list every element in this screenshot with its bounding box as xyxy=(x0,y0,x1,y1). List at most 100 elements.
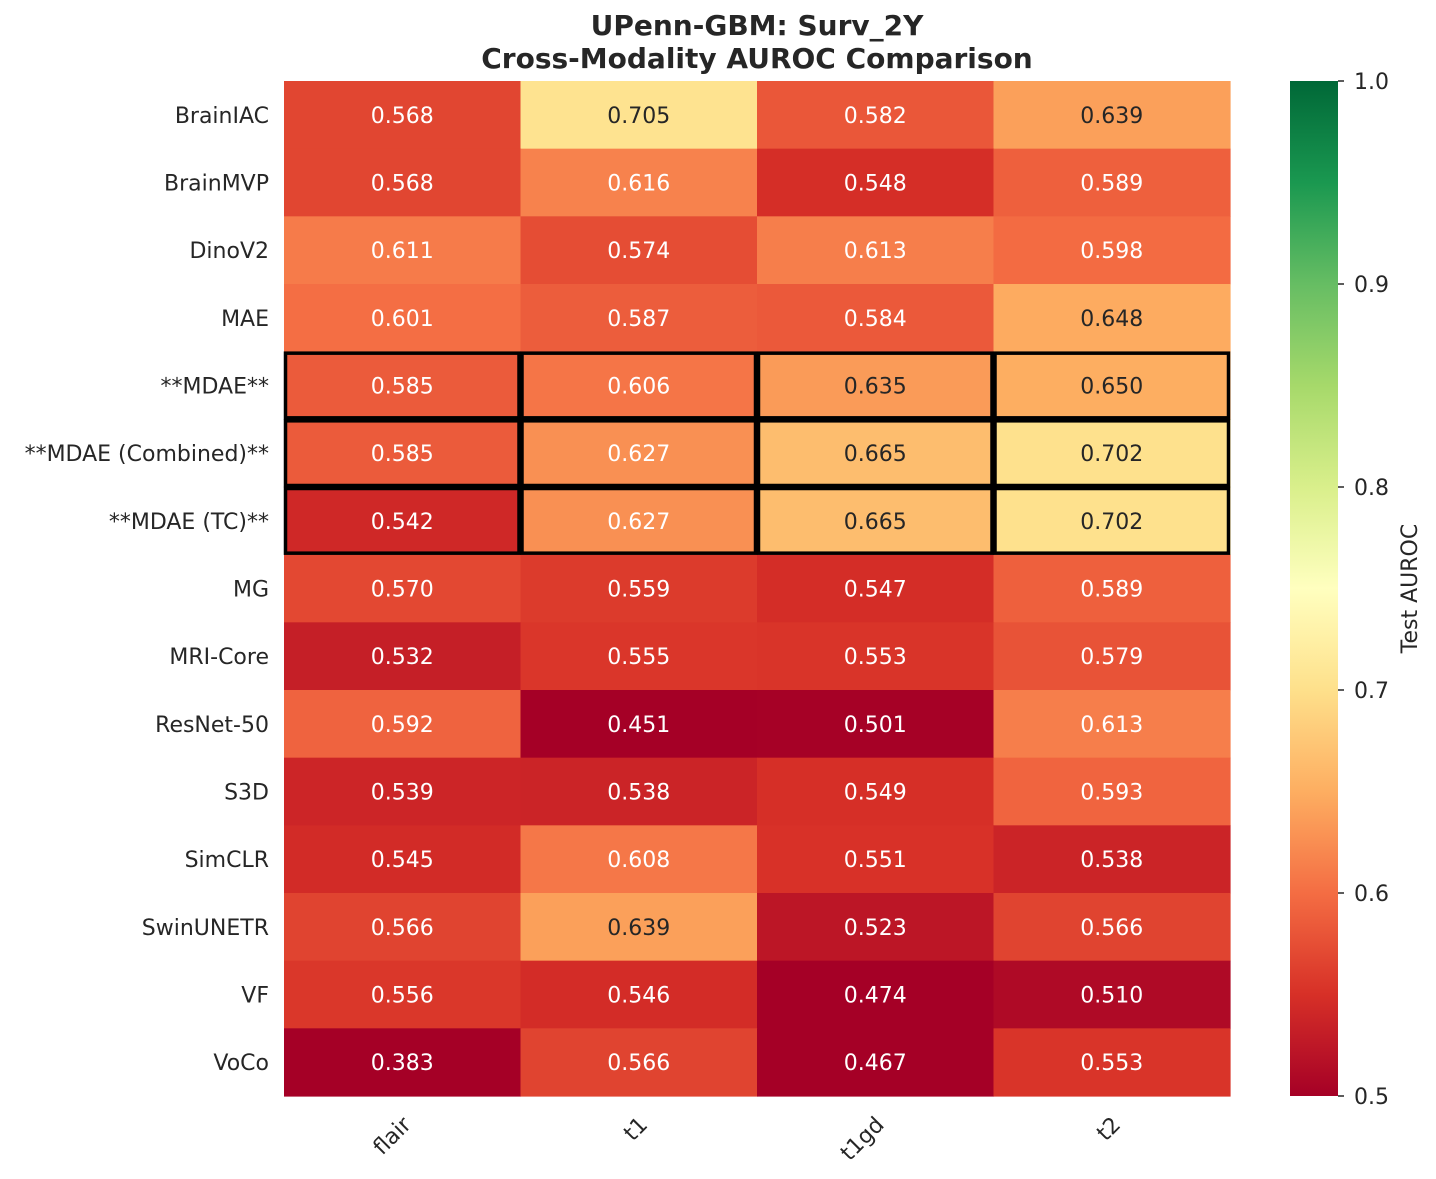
heatmap-cell xyxy=(520,351,758,420)
heatmap-cell xyxy=(757,216,995,285)
cell-value-label: 0.559 xyxy=(607,578,670,603)
cell-value-label: 0.601 xyxy=(371,307,434,332)
row-label: MRI-Core xyxy=(169,645,269,670)
row-label: MG xyxy=(233,578,269,603)
highlight-border xyxy=(993,419,1231,488)
colorbar-tick-label: 0.9 xyxy=(1354,273,1389,298)
colorbar-tick-label: 0.7 xyxy=(1354,679,1389,704)
cell-value-label: 0.608 xyxy=(607,848,670,873)
cell-value-label: 0.566 xyxy=(607,1051,670,1076)
heatmap-cell xyxy=(284,893,522,962)
heatmap-cell xyxy=(520,216,758,285)
cell-value-label: 0.568 xyxy=(371,104,434,129)
heatmap-cell xyxy=(993,1028,1231,1097)
cell-value-label: 0.584 xyxy=(844,307,907,332)
highlight-border xyxy=(283,486,521,555)
heatmap-cell xyxy=(757,825,995,894)
heatmap-cell xyxy=(520,960,758,1029)
cell-value-label: 0.635 xyxy=(844,375,907,400)
heatmap-cell xyxy=(993,216,1231,285)
highlight-border xyxy=(993,486,1231,555)
cell-value-label: 0.568 xyxy=(371,172,434,197)
colorbar-tick-label: 0.5 xyxy=(1354,1085,1389,1110)
heatmap-cell xyxy=(993,351,1231,420)
cell-value-label: 0.547 xyxy=(844,578,907,603)
cell-value-label: 0.548 xyxy=(844,172,907,197)
row-label: **MDAE** xyxy=(161,375,270,400)
heatmap-cell xyxy=(520,622,758,691)
column-label: t1 xyxy=(619,1113,653,1147)
heatmap-cell xyxy=(520,148,758,217)
heatmap-cell xyxy=(520,419,758,488)
row-label: BrainMVP xyxy=(164,172,269,197)
cell-value-label: 0.702 xyxy=(1080,510,1143,535)
cell-value-label: 0.539 xyxy=(371,781,434,806)
heatmap-cell xyxy=(520,554,758,623)
cell-value-label: 0.574 xyxy=(607,239,670,264)
colorbar-tick-label: 0.8 xyxy=(1354,476,1389,501)
chart-title-line-2: Cross-Modality AUROC Comparison xyxy=(481,42,1033,75)
heatmap-cell xyxy=(284,1028,522,1097)
heatmap-cell xyxy=(993,825,1231,894)
cell-value-label: 0.467 xyxy=(844,1051,907,1076)
cell-value-label: 0.627 xyxy=(607,442,670,467)
cell-value-label: 0.616 xyxy=(607,172,670,197)
column-label: t1gd xyxy=(836,1113,889,1166)
heatmap-cell xyxy=(284,148,522,217)
cell-value-label: 0.585 xyxy=(371,442,434,467)
cell-value-label: 0.665 xyxy=(844,442,907,467)
cell-value-label: 0.585 xyxy=(371,375,434,400)
heatmap-cell xyxy=(757,960,995,1029)
colorbar-ticks: 0.5 0.6 0.7 0.8 0.9 1.0 xyxy=(1338,70,1389,1110)
cell-value-label: 0.555 xyxy=(607,645,670,670)
colorbar-tick-label: 1.0 xyxy=(1354,70,1389,95)
cell-value-label: 0.566 xyxy=(1080,916,1143,941)
heatmap-cell xyxy=(993,622,1231,691)
cell-value-label: 0.613 xyxy=(1080,713,1143,738)
heatmap-cell xyxy=(993,148,1231,217)
column-labels: flair t1 t1gd t2 xyxy=(369,1112,1126,1166)
heatmap-cell xyxy=(520,1028,758,1097)
colorbar-tick-label: 0.6 xyxy=(1354,882,1389,907)
heatmap-cell xyxy=(757,554,995,623)
cell-value-label: 0.611 xyxy=(371,239,434,264)
column-label: flair xyxy=(369,1112,417,1160)
row-label: SimCLR xyxy=(185,848,269,873)
heatmap-cell xyxy=(993,284,1231,353)
heatmap-cell xyxy=(520,487,758,556)
cell-value-label: 0.474 xyxy=(844,984,907,1009)
heatmap-cell xyxy=(993,487,1231,556)
row-label: VF xyxy=(241,984,269,1009)
heatmap-cell xyxy=(284,419,522,488)
cell-value-label: 0.648 xyxy=(1080,307,1143,332)
highlight-border xyxy=(756,351,994,420)
row-label: BrainIAC xyxy=(175,104,269,129)
cell-value-label: 0.587 xyxy=(607,307,670,332)
cell-value-label: 0.451 xyxy=(607,713,670,738)
heatmap-cell xyxy=(993,554,1231,623)
heatmap-cell xyxy=(520,825,758,894)
heatmap-cell xyxy=(757,81,995,150)
cell-value-label: 0.579 xyxy=(1080,645,1143,670)
cell-value-label: 0.538 xyxy=(607,781,670,806)
heatmap-cell xyxy=(284,351,522,420)
cell-value-label: 0.705 xyxy=(607,104,670,129)
heatmap-cell xyxy=(284,284,522,353)
chart-title-line-1: UPenn-GBM: Surv_2Y xyxy=(591,9,925,42)
highlight-border xyxy=(283,351,521,420)
heatmap-cell xyxy=(993,419,1231,488)
heatmap-cell xyxy=(993,960,1231,1029)
colorbar xyxy=(1290,81,1338,1096)
cell-value-label: 0.551 xyxy=(844,848,907,873)
heatmap-cell xyxy=(993,690,1231,759)
heatmap-cell xyxy=(284,757,522,826)
heatmap-cell xyxy=(520,284,758,353)
heatmap-cell xyxy=(520,81,758,150)
heatmap-cell xyxy=(757,487,995,556)
cell-value-label: 0.598 xyxy=(1080,239,1143,264)
highlight-borders xyxy=(283,351,1231,555)
cell-value-label: 0.589 xyxy=(1080,172,1143,197)
cell-value-label: 0.627 xyxy=(607,510,670,535)
heatmap-cell xyxy=(284,960,522,1029)
